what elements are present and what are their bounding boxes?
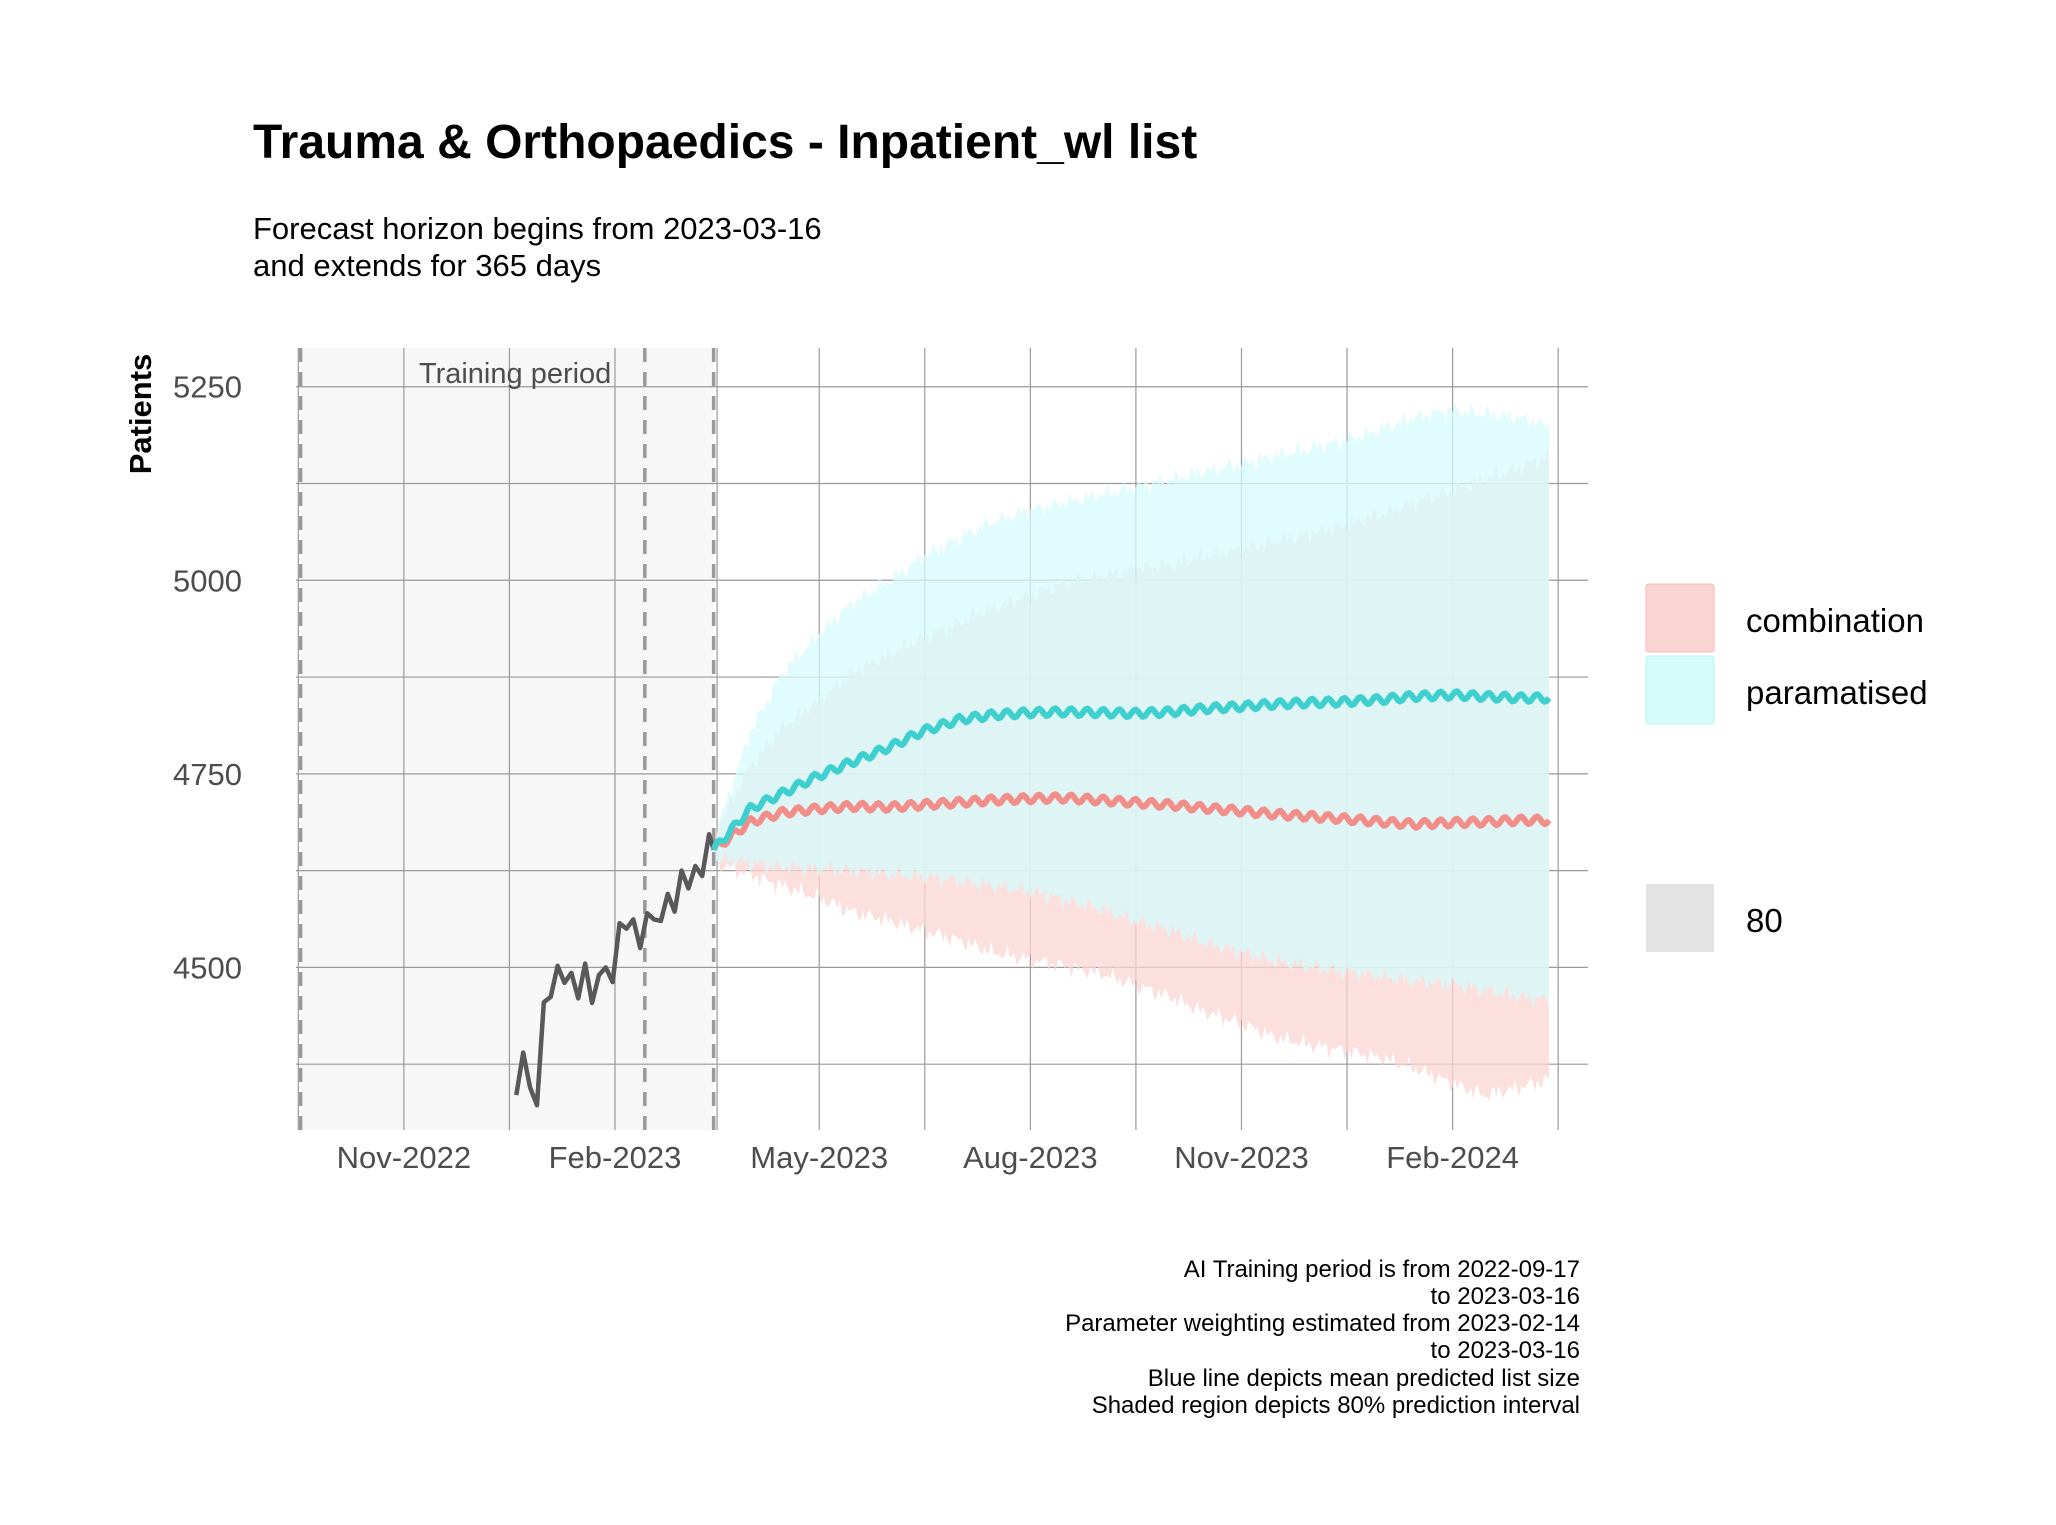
x-tick-label: Aug-2023 <box>963 1140 1097 1175</box>
legend-swatch-combination <box>1645 583 1715 653</box>
prediction-interval-bands <box>713 402 1549 1101</box>
history-line <box>514 831 716 1108</box>
training-period-label: Training period <box>419 358 611 390</box>
axis-labels: 4500 4750 5000 5250 Nov-2022 Feb-2023 May-2023… <box>173 370 1519 1175</box>
legend-label-paramatised: paramatised <box>1746 674 1928 711</box>
chart-title: Trauma & Orthopaedics - Inpatient_wl lis… <box>253 116 1198 169</box>
x-tick-label: Feb-2023 <box>549 1140 682 1175</box>
series-line-combination <box>710 791 1552 852</box>
y-tick-label: 4750 <box>173 757 242 792</box>
chart-subtitle-line-1: Forecast horizon begins from 2023-03-16 <box>253 211 822 246</box>
y-tick-label: 5250 <box>173 370 242 405</box>
caption-line-4: to 2023-03-16 <box>1430 1337 1580 1364</box>
x-tick-label: May-2023 <box>750 1140 888 1175</box>
caption-line-2: to 2023-03-16 <box>1430 1283 1580 1310</box>
band-paramatised <box>713 402 1549 1010</box>
legend-swatch-paramatised <box>1645 655 1715 725</box>
x-tick-label: Nov-2023 <box>1174 1140 1308 1175</box>
training-period-background <box>300 348 714 1130</box>
period-markers <box>298 348 716 1130</box>
caption-line-1: AI Training period is from 2022-09-17 <box>1183 1256 1580 1283</box>
x-tick-label: Nov-2022 <box>337 1140 471 1175</box>
series-lines <box>514 688 1552 1108</box>
chart-subtitle-line-2: and extends for 365 days <box>253 248 602 283</box>
caption-line-6: Shaded region depicts 80% prediction int… <box>1091 1392 1580 1419</box>
caption-line-3: Parameter weighting estimated from 2023-… <box>1065 1310 1580 1337</box>
series-line-paramatised <box>710 688 1552 851</box>
legend-swatch-level-80 <box>1646 884 1714 952</box>
y-axis-title: Patients <box>123 354 158 475</box>
x-tick-label: Feb-2024 <box>1386 1140 1519 1175</box>
caption-line-5: Blue line depicts mean predicted list si… <box>1147 1365 1580 1392</box>
y-tick-label: 5000 <box>173 563 242 598</box>
y-tick-label: 4500 <box>173 950 242 985</box>
legend-label-level-80: 80 <box>1746 902 1783 939</box>
legend-label-combination: combination <box>1746 602 1924 639</box>
